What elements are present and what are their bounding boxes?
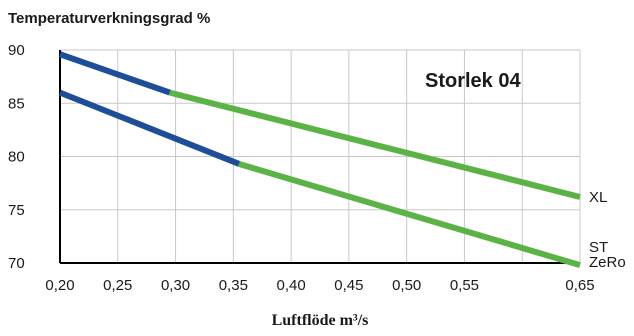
- chart-title: Temperaturverkningsgrad %: [8, 10, 210, 27]
- x-tick-label: 0,45: [334, 277, 363, 294]
- x-axis-label: Luftflöde m³/s: [272, 312, 369, 329]
- x-tick-label: 0,50: [392, 277, 421, 294]
- y-tick-label: 85: [8, 95, 25, 112]
- series-line-segment-low: [58, 89, 241, 167]
- x-tick-label: 0,20: [45, 277, 74, 294]
- series-line-segment-low: [59, 51, 171, 96]
- x-tick-label: 0,25: [103, 277, 132, 294]
- y-tick-labels: 90 85 80 75 70: [8, 42, 25, 272]
- axes: [59, 50, 580, 264]
- series-label: XL: [589, 189, 607, 206]
- x-tick-label: 0,55: [450, 277, 479, 294]
- y-tick-label: 75: [8, 202, 25, 219]
- y-tick-label: 80: [8, 149, 25, 166]
- grid: [60, 49, 581, 263]
- series-label: ST: [589, 239, 608, 256]
- series-label: ZeRo: [589, 254, 626, 271]
- x-tick-label: 0,30: [161, 277, 190, 294]
- series-line-segment-high: [169, 89, 581, 200]
- x-tick-labels: 0,20 0,25 0,30 0,35 0,40 0,45 0,50 0,55 0,65: [45, 277, 594, 294]
- y-tick-label: 70: [8, 255, 25, 272]
- series-lines: [58, 51, 581, 269]
- chart-annotation: Storlek 04: [425, 70, 521, 92]
- series-line-segment-high: [238, 161, 581, 269]
- y-tick-label: 90: [8, 42, 25, 59]
- x-tick-label: 0,40: [277, 277, 306, 294]
- x-tick-label: 0,35: [219, 277, 248, 294]
- x-tick-label: 0,65: [565, 277, 594, 294]
